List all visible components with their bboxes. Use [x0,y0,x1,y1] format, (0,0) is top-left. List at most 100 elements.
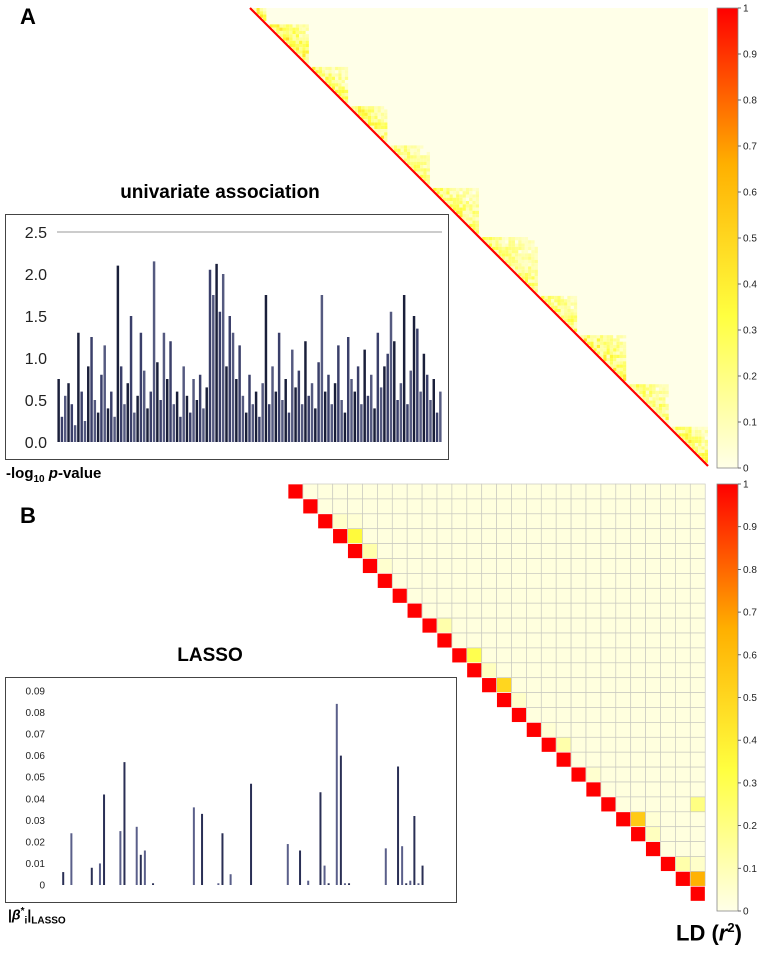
ld-cell-a [629,384,633,388]
ld-cell-a [652,394,656,398]
lasso-ytick-label: 0.09 [26,687,46,698]
ld-cell-a [292,37,296,41]
ld-cell-a [328,83,332,87]
ld-cell-b [406,498,423,515]
ld-cell-a [681,436,686,440]
ld-cell-b [555,707,572,723]
ld-cell-a [380,132,385,136]
ld-cell-a [341,96,345,100]
colorbar-rect [716,7,739,469]
ld-cell-a [465,201,470,205]
ld-cell-b [496,647,512,664]
ld-cell-b [645,662,661,679]
ld-cell-a [492,240,496,244]
ld-cell-b [555,573,572,589]
ld-cell-a [407,158,411,162]
ld-cell-b [570,707,587,723]
ld-cell-b [526,602,542,619]
ld-cell-a [681,430,686,434]
ld-cell-a [570,315,574,319]
ld-diagonal-cell-b [689,885,706,902]
ld-cell-a [528,282,532,287]
ld-cell-a [380,129,385,133]
ld-cell-b [555,558,572,574]
ld-cell-b [391,528,408,544]
ld-cell-a [459,197,463,202]
ylabel-b-bar-open: | [8,906,12,923]
ld-cell-a [452,191,457,195]
ld-cell-a [338,73,342,77]
ylabel-a-sub: 10 [33,474,45,485]
ld-cell-a [560,299,565,303]
ld-cell-a [492,237,496,241]
ld-cell-a [642,387,646,391]
ld-cell-a [688,426,692,431]
ld-cell-a [498,237,502,241]
ld-cell-a [488,243,493,247]
univariate-ytick-label: 2.5 [25,225,47,242]
ld-cell-a [426,168,430,172]
ld-cell-a [299,30,303,35]
ld-cell-a [511,256,515,260]
ld-cell-a [655,394,659,398]
ld-cell-a [380,119,385,123]
ld-cell-a [335,86,339,90]
ld-cell-b [675,573,691,589]
ld-cell-b [436,543,453,559]
ld-cell-a [518,259,522,264]
univariate-bars: 0.0 0.5 1.0 1.5 2.0 2.5 [25,225,442,452]
ld-cell-b [660,766,676,783]
ld-cell-a [475,230,479,234]
ld-cell-b [347,483,363,500]
ld-cell-b [660,617,676,634]
ld-cell-a [603,344,607,349]
ld-cell-a [452,187,457,192]
ld-cell-b [600,513,617,530]
ld-cell-a [371,122,375,126]
ld-cell-a [452,197,457,202]
ld-cell-a [361,109,365,113]
ld-cell-a [596,335,601,339]
ld-cell-b [615,722,632,738]
ld-cell-b [630,513,646,530]
ld-cell-b [377,498,393,515]
ld-cell-a [420,145,424,149]
ld-cell-a [472,187,476,192]
ld-cell-a [299,27,303,31]
ld-cell-a [613,344,617,349]
ld-cell-a [658,403,663,408]
ld-cell-b [645,587,661,604]
ld-cell-a [600,348,604,352]
ld-cell-a [302,53,306,58]
ld-diagonal-cell-b [645,841,661,857]
ld-cell-a [554,305,558,309]
ld-cell-a [649,387,653,391]
ld-cell-a [495,246,499,251]
ld-cell-a [439,187,444,192]
ld-cell-a [462,210,466,215]
ld-cell-b [526,573,542,589]
ld-cell-a [384,132,388,136]
ld-cell-a [443,197,447,202]
ld-cell-a [459,194,463,198]
ld-cell-a [495,250,499,254]
ld-cell-b [689,871,706,887]
ld-cell-a [511,237,515,241]
ld-cell-a [325,79,329,84]
ld-cell-b [421,602,438,619]
ld-cell-a [472,197,476,202]
ld-cell-a [344,76,349,80]
ld-cell-a [616,335,620,339]
ld-cell-a [472,204,476,208]
ld-cell-a [564,305,568,309]
ld-cell-a [694,439,699,444]
ld-cell-a [560,315,565,319]
ld-cell-a [590,344,594,349]
ld-cell-a [550,305,555,309]
ld-cell-a [302,57,306,61]
ld-cell-a [645,400,650,404]
ld-cell-b [347,528,363,544]
ld-cell-b [436,573,453,589]
ld-cell-b [600,722,617,738]
ld-cell-a [524,246,529,251]
